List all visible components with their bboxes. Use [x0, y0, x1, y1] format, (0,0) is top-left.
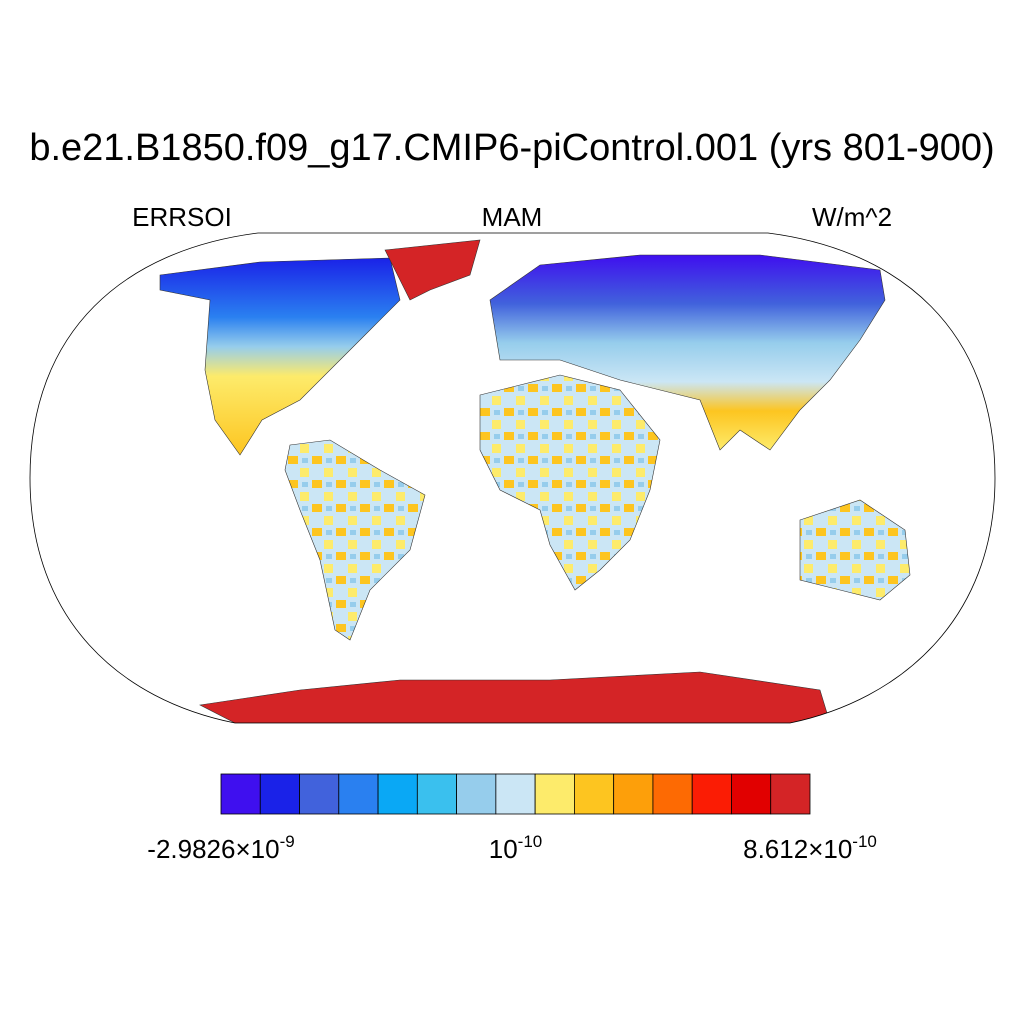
- colorbar-box: [770, 773, 811, 815]
- colorbar-box: [731, 773, 772, 815]
- colorbar-label-exponent: -10: [852, 832, 877, 851]
- colorbar-label: -2.9826×10-9: [147, 832, 294, 864]
- greenland: [384, 239, 481, 301]
- colorbar-label-text: 8.612×10: [743, 834, 852, 864]
- colorbar-box: [299, 773, 340, 815]
- eurasia: [489, 254, 886, 451]
- colorbar-box: [534, 773, 575, 815]
- colorbar-box: [652, 773, 693, 815]
- colorbar-label-text: -2.9826×10: [147, 834, 279, 864]
- colorbar-box: [495, 773, 536, 815]
- center-label: MAM: [482, 202, 543, 232]
- colorbar-box: [613, 773, 654, 815]
- colorbar-label: 8.612×10-10: [743, 832, 877, 864]
- colorbar-label-exponent: -9: [280, 832, 295, 851]
- north-america: [159, 257, 401, 456]
- south-america: [284, 439, 426, 641]
- antarctica: [199, 671, 831, 723]
- colorbar-box: [220, 773, 261, 815]
- title: b.e21.B1850.f09_g17.CMIP6-piControl.001 …: [29, 127, 994, 169]
- colorbar: -2.9826×10-9 10-10 8.612×10-10: [147, 773, 877, 864]
- colorbar-label-text: 10: [489, 834, 518, 864]
- left-label: ERRSOI: [132, 202, 232, 232]
- colorbar-box: [691, 773, 732, 815]
- africa: [479, 374, 661, 591]
- colorbar-box: [574, 773, 615, 815]
- colorbar-box: [377, 773, 418, 815]
- colorbar-label-exponent: -10: [518, 832, 543, 851]
- map: [159, 239, 911, 723]
- right-label: W/m^2: [812, 202, 892, 232]
- australia: [799, 499, 911, 601]
- colorbar-box: [338, 773, 379, 815]
- map-outline: [29, 232, 996, 724]
- colorbar-box: [416, 773, 458, 815]
- colorbar-box: [259, 773, 300, 815]
- colorbar-label: 10-10: [489, 832, 543, 864]
- colorbar-box: [456, 773, 497, 815]
